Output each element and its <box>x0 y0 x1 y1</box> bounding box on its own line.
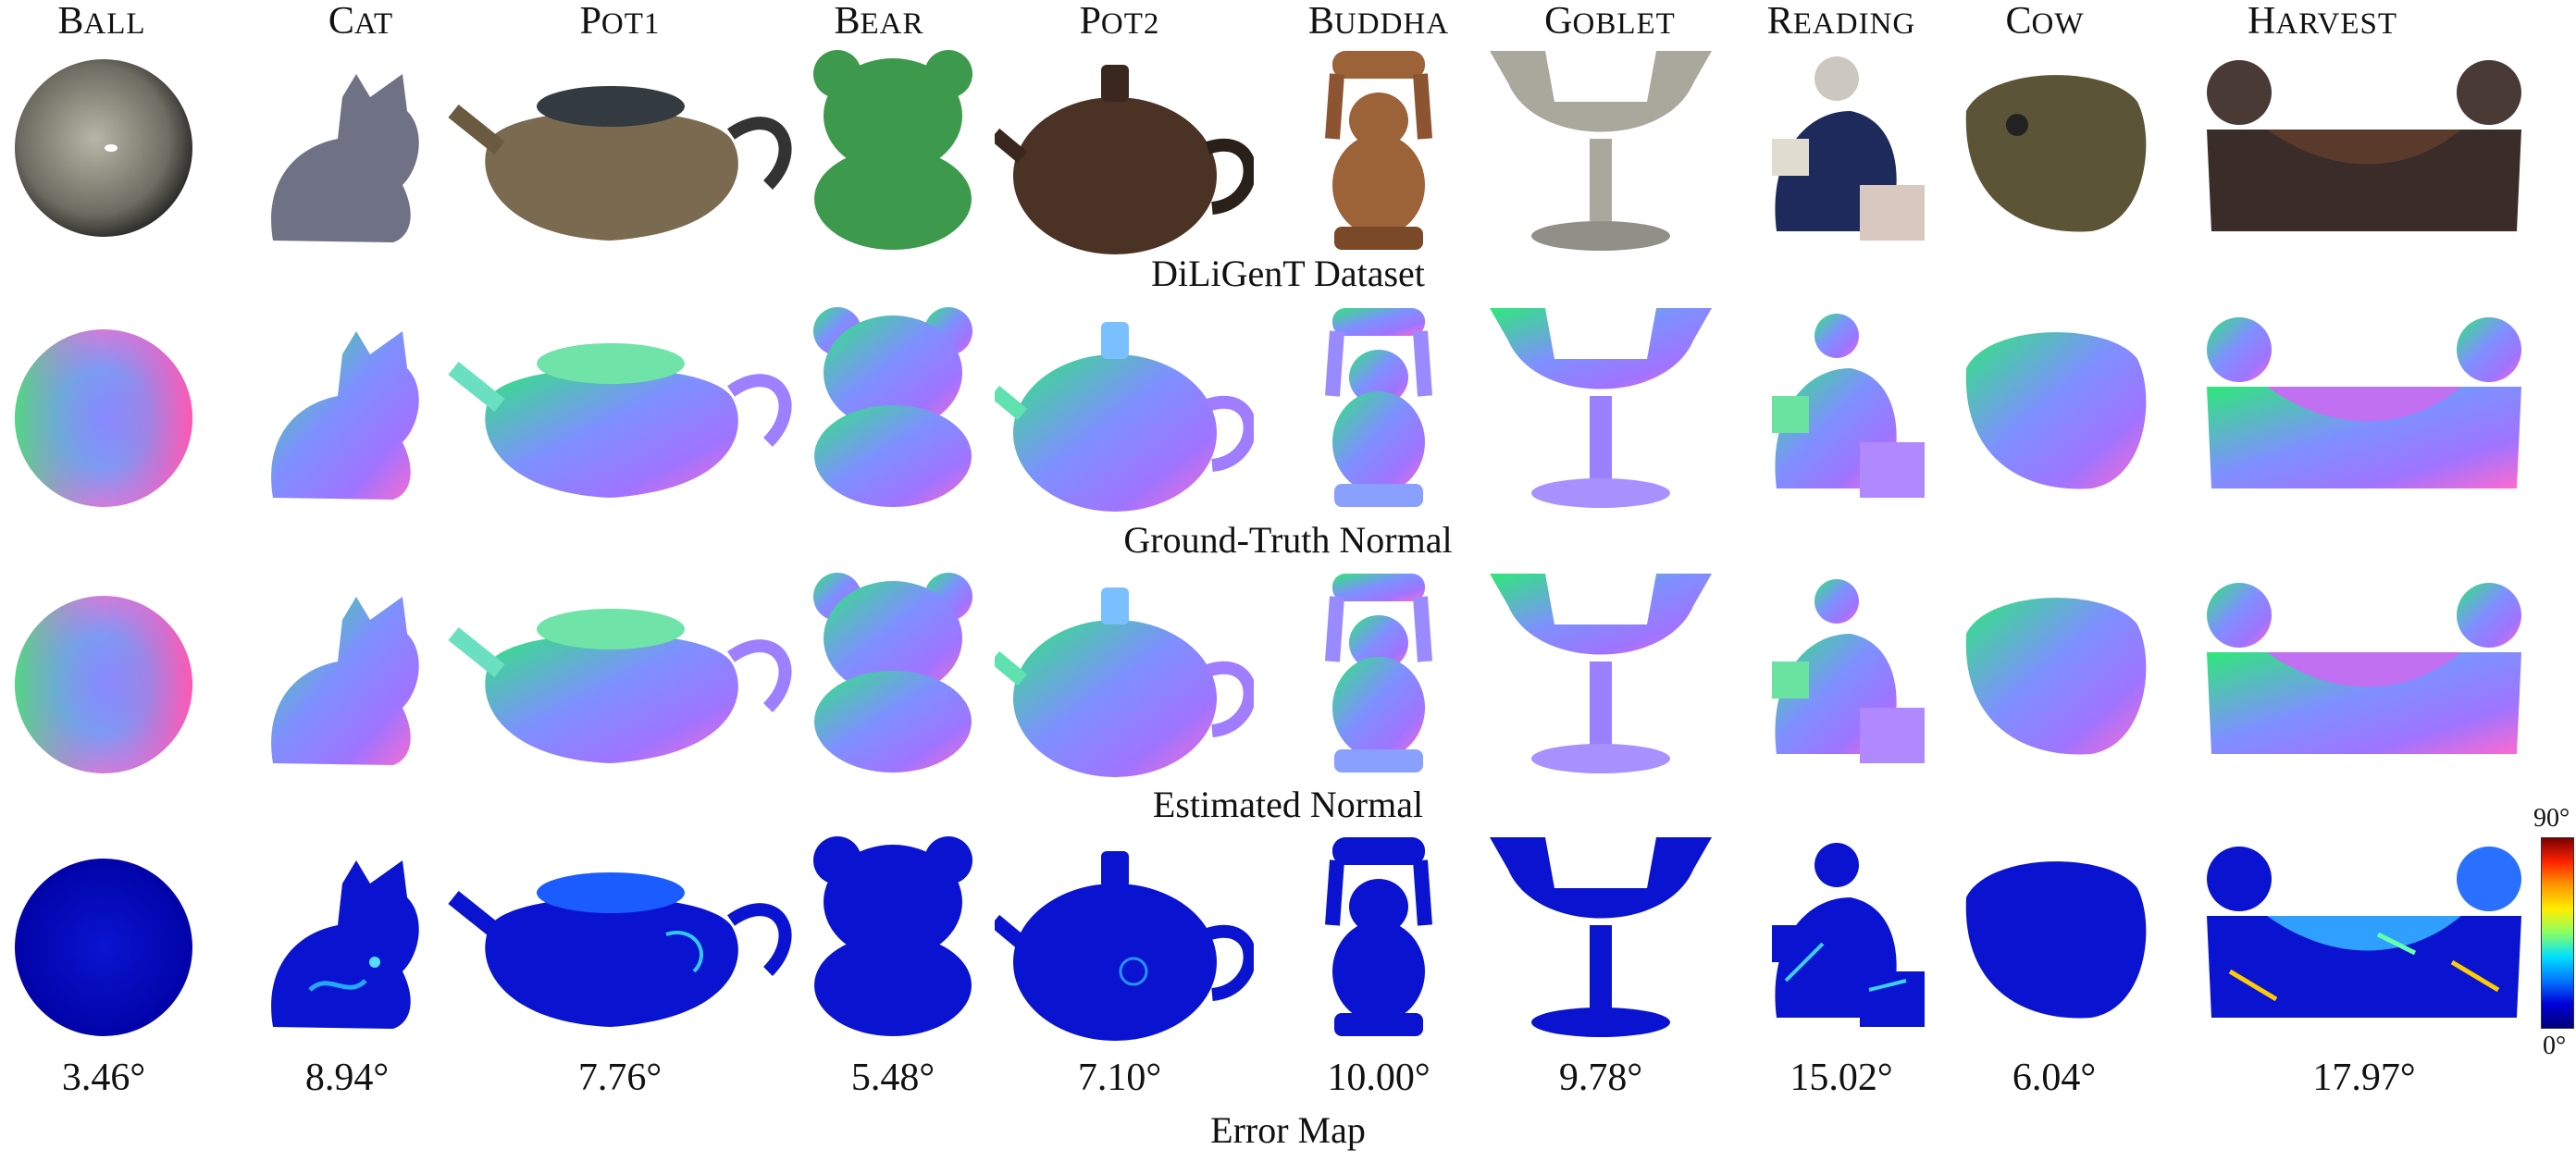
error-map-reading <box>1749 833 1934 1041</box>
gt-normal-cow <box>1952 303 2156 512</box>
colorbar-min-label: 0° <box>2543 1032 2567 1060</box>
est-normal-ball <box>11 581 196 789</box>
heading-goblet: Goblet <box>1544 0 1676 43</box>
photo-goblet <box>1471 46 1730 254</box>
error-value-harvest: 17.97° <box>2312 1057 2416 1099</box>
photo-buddha <box>1314 46 1443 254</box>
gt-normal-bear <box>800 303 985 512</box>
est-normal-reading <box>1749 569 1934 777</box>
gt-normal-pot2 <box>995 303 1254 512</box>
gt-normal-buddha <box>1314 303 1443 512</box>
error-map-cow <box>1952 833 2156 1041</box>
gt-normal-ball <box>11 315 196 523</box>
est-normal-harvest <box>2193 569 2535 777</box>
heading-reading: Reading <box>1766 0 1916 43</box>
error-value-pot1: 7.76° <box>577 1057 663 1099</box>
photo-bear <box>800 46 985 254</box>
gt-normal-pot1 <box>444 303 805 512</box>
error-map-pot2 <box>995 833 1254 1041</box>
error-value-bear: 5.48° <box>850 1057 935 1099</box>
caption-estimated: Estimated Normal <box>1152 784 1424 825</box>
est-normal-buddha <box>1314 569 1443 777</box>
photo-pot2 <box>995 46 1254 254</box>
heading-pot2: Pot2 <box>1079 0 1160 43</box>
heading-ball: Ball <box>57 0 146 43</box>
est-normal-pot2 <box>995 569 1254 777</box>
error-value-buddha: 10.00° <box>1327 1057 1430 1099</box>
error-value-goblet: 9.78° <box>1558 1057 1643 1099</box>
error-value-cow: 6.04° <box>2012 1057 2097 1099</box>
photo-reading <box>1749 46 1934 254</box>
error-value-reading: 15.02° <box>1790 1057 1893 1099</box>
gt-normal-cat <box>254 303 440 512</box>
error-map-cat <box>254 833 440 1041</box>
error-map-pot1 <box>444 833 805 1041</box>
colorbar-max-label: 90° <box>2533 804 2570 833</box>
error-map-buddha <box>1314 833 1443 1041</box>
heading-harvest: Harvest <box>2247 0 2398 43</box>
error-map-bear <box>800 833 985 1041</box>
est-normal-cow <box>1952 569 2156 777</box>
gt-normal-reading <box>1749 303 1934 512</box>
error-value-cat: 8.94° <box>304 1057 390 1099</box>
est-normal-bear <box>800 569 985 777</box>
error-value-pot2: 7.10° <box>1077 1057 1162 1099</box>
photo-ball <box>11 46 196 254</box>
caption-dataset: DiLiGenT Dataset <box>1151 253 1425 294</box>
error-map-ball <box>11 844 196 1052</box>
error-colorbar <box>2541 837 2574 1029</box>
caption-error-map: Error Map <box>1210 1109 1366 1151</box>
heading-cow: Cow <box>2005 0 2085 43</box>
gt-normal-goblet <box>1471 303 1730 512</box>
heading-cat: Cat <box>328 0 394 43</box>
heading-bear: Bear <box>834 0 924 43</box>
caption-ground-truth: Ground-Truth Normal <box>1123 519 1453 561</box>
est-normal-cat <box>254 569 440 777</box>
heading-pot1: Pot1 <box>579 0 661 43</box>
photo-pot1 <box>444 46 805 254</box>
error-value-ball: 3.46° <box>61 1057 146 1099</box>
gt-normal-harvest <box>2193 303 2535 512</box>
error-map-goblet <box>1471 833 1730 1041</box>
error-map-harvest <box>2193 833 2535 1041</box>
photo-cow <box>1952 46 2156 254</box>
heading-buddha: Buddha <box>1307 0 1450 43</box>
photo-harvest <box>2193 46 2535 254</box>
est-normal-goblet <box>1471 569 1730 777</box>
photo-cat <box>254 46 440 254</box>
est-normal-pot1 <box>444 569 805 777</box>
